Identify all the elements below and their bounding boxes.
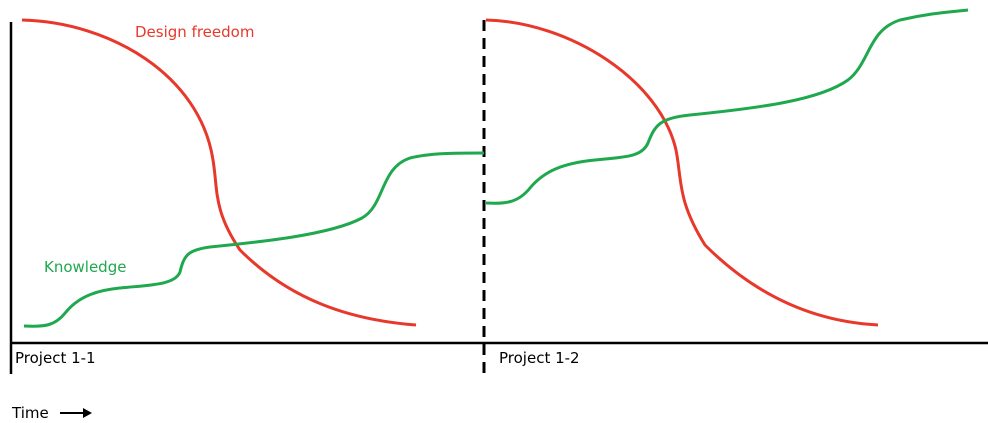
design-freedom-curve-project-2 bbox=[485, 18, 879, 327]
project-2-label: Project 1-2 bbox=[499, 349, 580, 367]
project-1-label: Project 1-1 bbox=[15, 349, 96, 367]
knowledge-label: Knowledge bbox=[44, 258, 127, 276]
design-freedom-curve-project-1 bbox=[21, 18, 417, 327]
time-indicator: Time bbox=[12, 404, 93, 422]
knowledge-curve-project-2 bbox=[485, 8, 969, 205]
right-arrow-icon bbox=[59, 408, 92, 418]
design-freedom-label: Design freedom bbox=[135, 23, 255, 41]
knowledge-curve-project-1 bbox=[23, 151, 485, 328]
time-label: Time bbox=[12, 404, 49, 422]
